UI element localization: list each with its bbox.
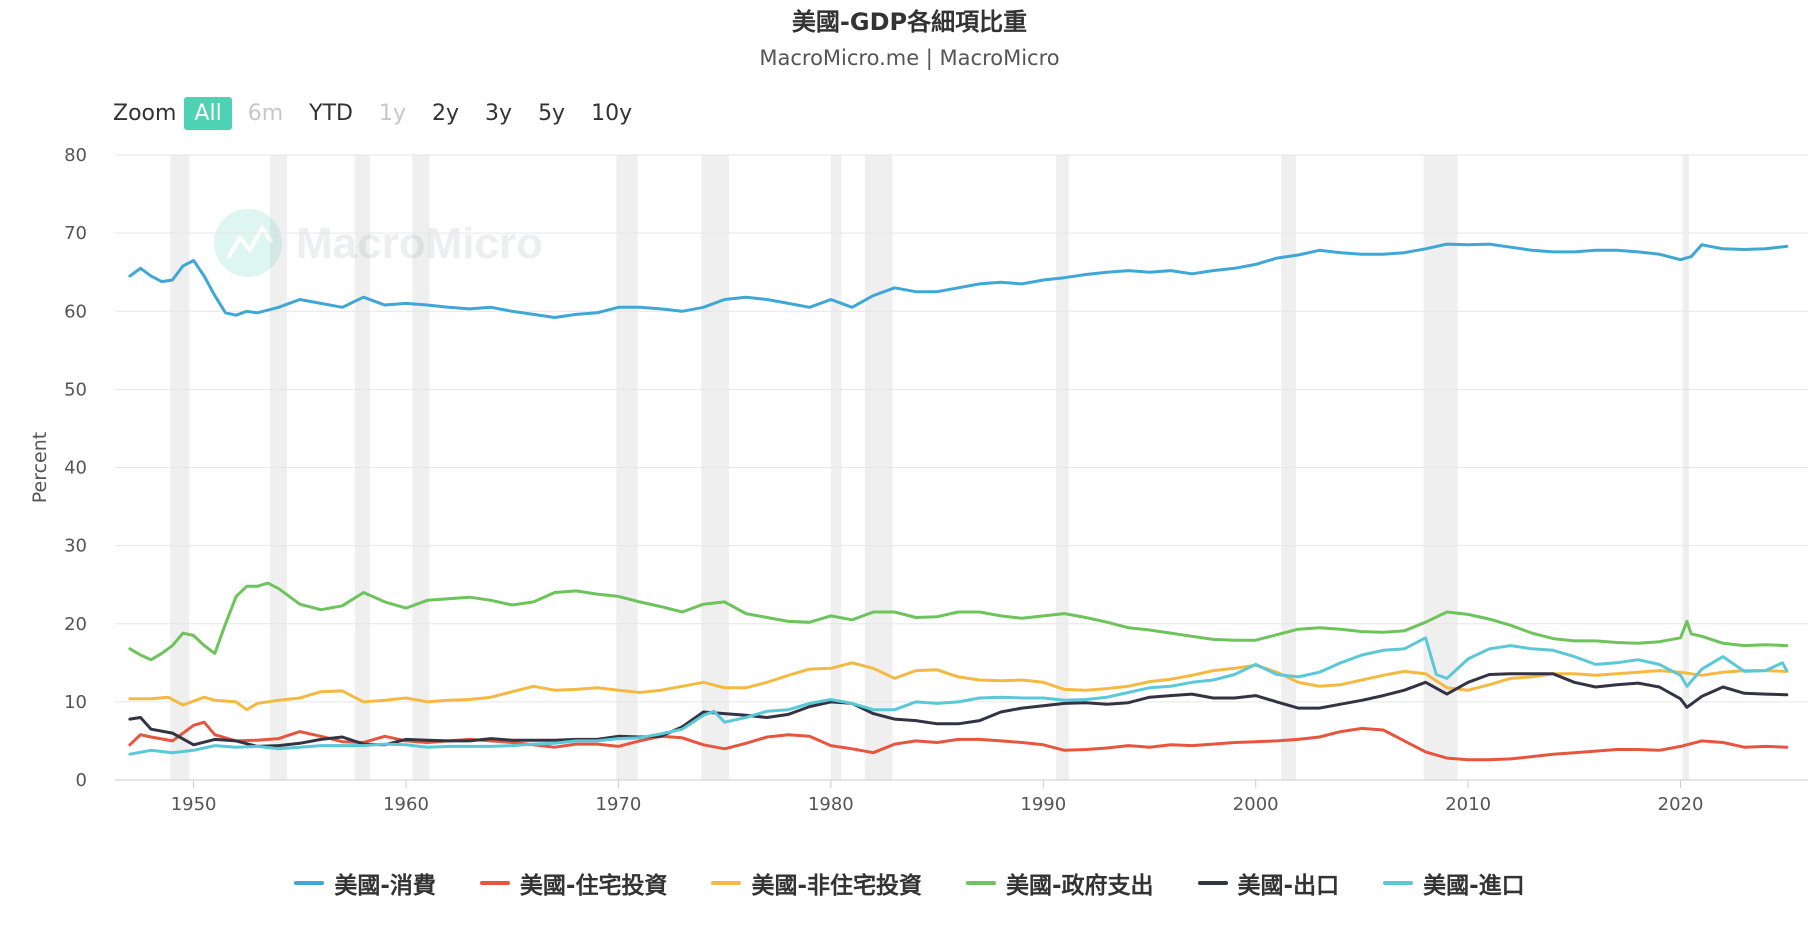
legend-label: 美國-消費 — [334, 873, 436, 899]
legend-swatch — [711, 881, 742, 885]
legend-label: 美國-出口 — [1237, 873, 1340, 899]
legend-item-residential-investment[interactable]: 美國-住宅投資 — [479, 866, 668, 900]
legend-item-exports[interactable]: 美國-出口 — [1197, 866, 1340, 900]
x-tick-label: 2000 — [1233, 794, 1279, 815]
x-tick-label: 1990 — [1020, 794, 1066, 815]
y-tick-label: 30 — [64, 536, 87, 557]
y-tick-label: 0 — [76, 770, 87, 791]
legend-item-nonresidential-investment[interactable]: 美國-非住宅投資 — [711, 866, 922, 900]
watermark-logo-icon — [214, 209, 282, 277]
x-tick-label: 2010 — [1445, 794, 1491, 815]
series-line — [128, 672, 1789, 748]
zoom-all-button[interactable]: All — [184, 96, 232, 130]
chart-legend: 美國-消費 美國-住宅投資 美國-非住宅投資 美國-政府支出 美國-出口 美國-… — [0, 866, 1819, 900]
zoom-2y-button[interactable]: 2y — [432, 100, 460, 126]
series-line — [128, 242, 1789, 319]
legend-label: 美國-非住宅投資 — [751, 873, 922, 899]
zoom-1y-button[interactable]: 1y — [378, 100, 406, 126]
y-axis-label: Percent — [29, 432, 51, 504]
chart-title: 美國-GDP各細項比重 — [791, 8, 1028, 36]
series-line — [128, 581, 1789, 662]
series-line — [128, 636, 1789, 756]
y-tick-label: 80 — [64, 145, 87, 166]
watermark-text: MacroMicro — [296, 219, 543, 268]
legend-label: 美國-進口 — [1423, 873, 1525, 899]
y-tick-label: 50 — [64, 379, 87, 400]
legend-item-government-spending[interactable]: 美國-政府支出 — [966, 866, 1154, 900]
legend-item-consumption[interactable]: 美國-消費 — [294, 866, 436, 900]
y-tick-label: 60 — [64, 301, 87, 322]
legend-label: 美國-住宅投資 — [519, 873, 668, 899]
zoom-5y-button[interactable]: 5y — [538, 100, 566, 126]
legend-swatch — [1197, 881, 1228, 885]
legend-swatch — [479, 881, 510, 885]
zoom-ytd-button[interactable]: YTD — [309, 100, 353, 126]
watermark: MacroMicro — [214, 209, 543, 277]
legend-swatch — [1383, 881, 1414, 885]
legend-item-imports[interactable]: 美國-進口 — [1383, 866, 1525, 900]
y-tick-label: 40 — [64, 458, 87, 479]
chart-plot: MacroMicro 0 10 20 30 40 50 60 70 80 1950 1960 1970 1… — [29, 145, 1808, 815]
y-tick-label: 70 — [64, 223, 87, 244]
zoom-selector: Zoom All 6m YTD 1y 2y 3y 5y 10y — [113, 93, 648, 133]
x-tick-label: 2020 — [1658, 794, 1704, 815]
series-line — [128, 661, 1789, 712]
chart-subtitle: MacroMicro.me | MacroMicro — [759, 46, 1060, 70]
x-tick-label: 1980 — [808, 794, 854, 815]
zoom-10y-button[interactable]: 10y — [591, 100, 633, 126]
y-tick-label: 20 — [64, 614, 87, 635]
zoom-6m-button[interactable]: 6m — [247, 100, 284, 126]
series-line — [128, 720, 1789, 762]
zoom-3y-button[interactable]: 3y — [485, 100, 513, 126]
zoom-label: Zoom — [113, 100, 177, 126]
x-tick-label: 1950 — [171, 794, 217, 815]
legend-label: 美國-政府支出 — [1006, 873, 1154, 899]
y-tick-label: 10 — [64, 692, 87, 713]
legend-swatch — [294, 881, 325, 885]
x-tick-label: 1960 — [383, 794, 429, 815]
x-tick-label: 1970 — [596, 794, 642, 815]
legend-swatch — [966, 881, 996, 885]
